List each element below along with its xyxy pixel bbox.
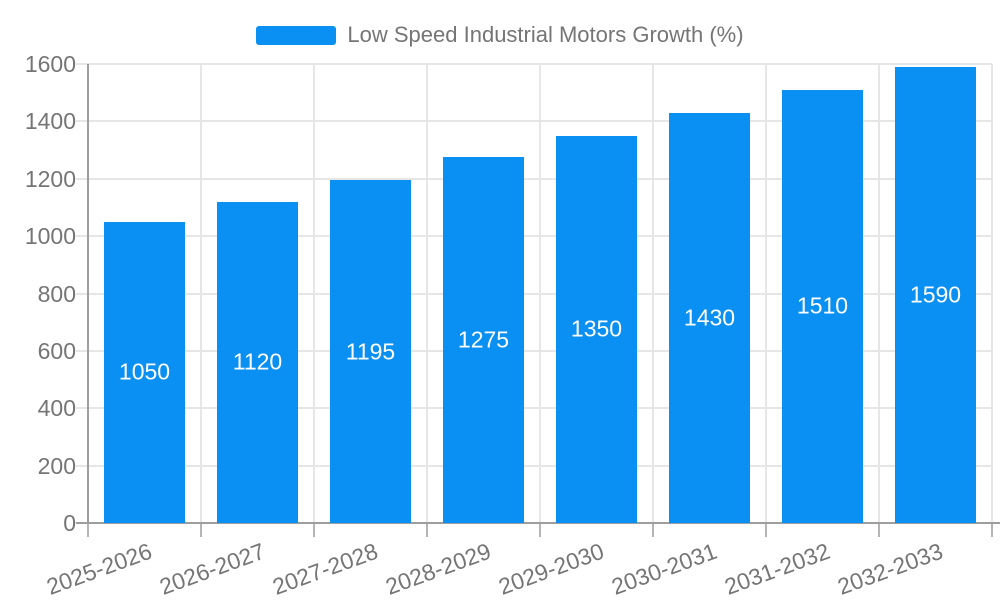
x-axis-line bbox=[76, 522, 1000, 524]
bar-value-label: 1590 bbox=[909, 281, 962, 308]
bar-2028-2029[interactable] bbox=[443, 157, 524, 523]
x-axis-tick-label: 2031-2032 bbox=[720, 537, 833, 600]
x-tick-mark bbox=[652, 523, 654, 537]
y-tick-mark bbox=[76, 407, 88, 410]
legend-swatch-icon bbox=[256, 25, 337, 45]
y-axis-tick-label: 200 bbox=[37, 452, 76, 479]
y-axis-tick-label: 600 bbox=[37, 337, 76, 364]
x-axis-tick-label: 2025-2026 bbox=[42, 537, 155, 600]
bar-value-label: 1430 bbox=[683, 304, 736, 331]
y-axis-tick-label: 800 bbox=[37, 280, 76, 307]
y-axis-tick-label: 1400 bbox=[24, 108, 76, 135]
x-gridline bbox=[313, 64, 315, 523]
bar-value-label: 1510 bbox=[796, 292, 849, 319]
y-tick-mark bbox=[76, 235, 88, 238]
x-gridline bbox=[991, 64, 993, 523]
bar-value-label: 1050 bbox=[118, 358, 171, 385]
x-gridline bbox=[426, 64, 428, 523]
x-tick-mark bbox=[313, 523, 315, 537]
y-tick-mark bbox=[76, 464, 88, 467]
y-tick-mark bbox=[76, 349, 88, 352]
bar-value-label: 1275 bbox=[457, 326, 510, 353]
bar-2025-2026[interactable] bbox=[104, 221, 185, 523]
legend[interactable]: Low Speed Industrial Motors Growth (%) bbox=[0, 22, 1000, 48]
bar-value-label: 1350 bbox=[570, 315, 623, 342]
y-axis-tick-label: 0 bbox=[63, 510, 76, 536]
x-axis-tick-label: 2030-2031 bbox=[607, 537, 720, 600]
y-tick-mark bbox=[76, 63, 88, 65]
x-axis-tick-label: 2029-2030 bbox=[494, 537, 607, 600]
legend-label: Low Speed Industrial Motors Growth (%) bbox=[347, 22, 744, 47]
x-tick-mark bbox=[878, 523, 880, 537]
y-axis-tick-label: 1600 bbox=[24, 51, 76, 77]
bar-value-label: 1195 bbox=[345, 338, 396, 365]
x-gridline bbox=[539, 64, 541, 523]
y-axis-tick-label: 400 bbox=[37, 395, 76, 422]
x-tick-mark bbox=[991, 523, 993, 537]
bar-value-label: 1120 bbox=[232, 348, 283, 375]
x-axis-tick-label: 2028-2029 bbox=[381, 537, 494, 600]
x-gridline bbox=[878, 64, 880, 523]
x-tick-mark bbox=[765, 523, 767, 537]
bar-2030-2031[interactable] bbox=[669, 112, 750, 523]
y-axis-tick-label: 1200 bbox=[24, 165, 76, 192]
y-tick-mark bbox=[76, 177, 88, 180]
x-gridline bbox=[652, 64, 654, 523]
x-tick-mark bbox=[200, 523, 202, 537]
x-gridline bbox=[200, 64, 202, 523]
bar-2027-2028[interactable] bbox=[330, 180, 411, 523]
x-axis-tick-label: 2032-2033 bbox=[833, 537, 946, 600]
x-tick-mark bbox=[426, 523, 428, 537]
x-axis-tick-label: 2026-2027 bbox=[155, 537, 268, 600]
y-tick-mark bbox=[76, 292, 88, 295]
bar-2029-2030[interactable] bbox=[556, 135, 637, 523]
x-tick-mark bbox=[87, 523, 89, 537]
x-tick-mark bbox=[539, 523, 541, 537]
y-tick-mark bbox=[76, 120, 88, 123]
y-axis-tick-label: 1000 bbox=[24, 223, 76, 250]
bar-2031-2032[interactable] bbox=[782, 89, 863, 523]
x-axis-tick-label: 2027-2028 bbox=[268, 537, 381, 600]
y-axis-line bbox=[87, 64, 89, 523]
bar-2026-2027[interactable] bbox=[217, 201, 298, 523]
bar-2032-2033[interactable] bbox=[895, 66, 976, 523]
x-gridline bbox=[765, 64, 767, 523]
